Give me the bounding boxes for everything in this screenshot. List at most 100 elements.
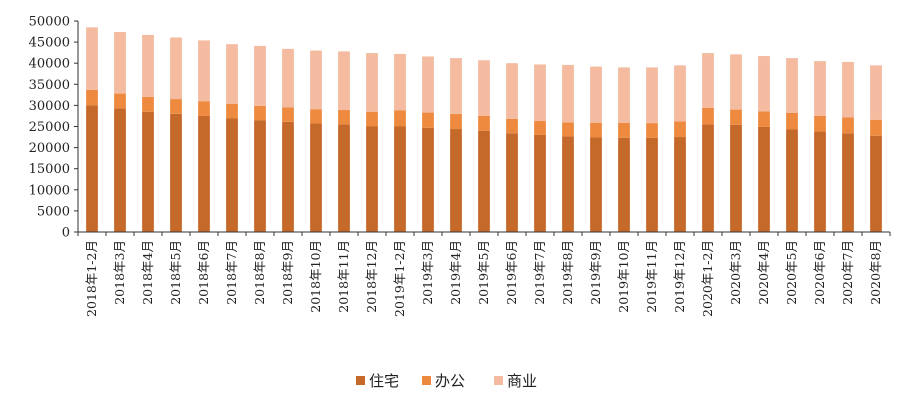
y-tick-label: 0: [62, 226, 70, 241]
bar-segment-0-3: [170, 113, 182, 232]
bar-segment-0-1: [114, 108, 126, 232]
bar-segment-2-3: [170, 37, 182, 100]
x-tick-label: 2020年6月: [812, 240, 827, 305]
bar-segment-2-15: [506, 63, 518, 119]
y-tick-label: 5000: [37, 204, 70, 219]
bar-segment-2-27: [842, 61, 854, 118]
legend-label-1: 办公: [435, 372, 465, 390]
bar-segment-2-22: [702, 53, 714, 108]
bar-segment-2-20: [646, 67, 658, 124]
bar-segment-2-16: [534, 64, 546, 122]
bar-segment-0-19: [618, 137, 630, 232]
bar-segment-1-9: [338, 110, 350, 125]
bar-segment-0-26: [814, 131, 826, 232]
bar-segment-0-15: [506, 133, 518, 232]
bar-segment-1-26: [814, 115, 826, 132]
bar-segment-0-16: [534, 134, 546, 232]
bar-segment-0-8: [310, 123, 322, 232]
bar-segment-0-22: [702, 124, 714, 232]
bar-segment-2-4: [198, 40, 210, 102]
bars-group: [86, 27, 882, 232]
x-tick-label: 2018年5月: [168, 240, 183, 305]
bar-segment-1-18: [590, 122, 602, 138]
bar-segment-0-10: [366, 126, 378, 232]
bar-segment-0-25: [786, 129, 798, 232]
bar-segment-1-8: [310, 109, 322, 124]
bar-segment-0-5: [226, 118, 238, 232]
x-tick-label: 2019年6月: [504, 240, 519, 305]
bar-segment-0-9: [338, 124, 350, 232]
bar-segment-0-2: [142, 111, 154, 232]
bar-segment-0-24: [758, 126, 770, 232]
x-tick-label: 2018年4月: [140, 240, 155, 305]
bar-segment-0-6: [254, 120, 266, 232]
bar-segment-0-11: [394, 126, 406, 232]
bar-segment-1-24: [758, 111, 770, 127]
bar-segment-0-17: [562, 136, 574, 232]
x-tick-label: 2019年7月: [532, 240, 547, 305]
bar-segment-2-26: [814, 61, 826, 116]
x-tick-label: 2020年4月: [756, 240, 771, 305]
bar-segment-2-11: [394, 53, 406, 111]
bar-segment-0-7: [282, 121, 294, 232]
bar-segment-2-8: [310, 50, 322, 110]
bar-segment-2-13: [450, 58, 462, 114]
bar-segment-0-20: [646, 137, 658, 232]
bar-segment-1-23: [730, 109, 742, 125]
x-axis: 2018年1-2月 2018年3月 2018年4月 2018年5月 2018年6月 201…: [77, 231, 891, 317]
bar-segment-2-21: [674, 65, 686, 122]
x-tick-label: 2018年6月: [196, 240, 211, 305]
bar-segment-1-15: [506, 118, 518, 134]
bar-segment-2-10: [366, 53, 378, 112]
bar-segment-2-24: [758, 56, 770, 112]
bar-segment-1-25: [786, 113, 798, 130]
bar-segment-1-13: [450, 113, 462, 130]
legend-label-2: 商业: [507, 372, 537, 390]
bar-segment-2-5: [226, 44, 238, 104]
y-tick-label: 35000: [29, 78, 70, 93]
x-tick-label: 2019年3月: [420, 240, 435, 305]
bar-segment-2-12: [422, 56, 434, 113]
y-tick-label: 15000: [29, 162, 70, 177]
x-tick-label: 2019年9月: [588, 240, 603, 305]
bar-segment-1-0: [86, 89, 98, 106]
y-tick-label: 20000: [29, 141, 70, 156]
bar-segment-1-6: [254, 105, 266, 121]
bar-segment-0-27: [842, 133, 854, 232]
bar-segment-1-21: [674, 121, 686, 138]
y-tick-label: 50000: [29, 15, 70, 30]
x-tick-label: 2020年1-2月: [700, 240, 715, 317]
x-tick-label: 2019年12月: [672, 240, 687, 313]
bar-segment-1-28: [870, 119, 882, 136]
legend-swatch-0: [356, 376, 365, 385]
bar-segment-2-25: [786, 58, 798, 113]
x-tick-label: 2018年7月: [224, 240, 239, 305]
bar-segment-0-4: [198, 115, 210, 232]
x-tick-label: 2018年8月: [252, 240, 267, 305]
x-tick-label: 2019年8月: [560, 240, 575, 305]
x-tick-label: 2018年3月: [112, 240, 127, 305]
bar-segment-2-28: [870, 65, 882, 120]
legend-label-0: 住宅: [369, 372, 399, 390]
x-tick-label: 2019年5月: [476, 240, 491, 305]
legend-swatch-1: [422, 376, 431, 385]
bar-segment-2-19: [618, 67, 630, 123]
bar-segment-2-7: [282, 48, 294, 108]
y-tick-label: 10000: [29, 183, 70, 198]
x-tick-label: 2019年1-2月: [392, 240, 407, 317]
x-tick-label: 2019年10月: [616, 240, 631, 313]
x-tick-label: 2020年5月: [784, 240, 799, 305]
bar-segment-0-14: [478, 130, 490, 232]
bar-segment-0-23: [730, 124, 742, 232]
bar-segment-1-11: [394, 110, 406, 127]
x-tick-label: 2019年4月: [448, 240, 463, 305]
bar-segment-1-7: [282, 107, 294, 122]
y-tick-label: 40000: [29, 57, 70, 72]
bar-segment-2-1: [114, 31, 126, 94]
bar-segment-2-2: [142, 34, 154, 97]
bar-segment-1-3: [170, 99, 182, 114]
bar-segment-1-16: [534, 121, 546, 135]
bar-segment-1-2: [142, 96, 154, 112]
bar-segment-1-19: [618, 122, 630, 138]
